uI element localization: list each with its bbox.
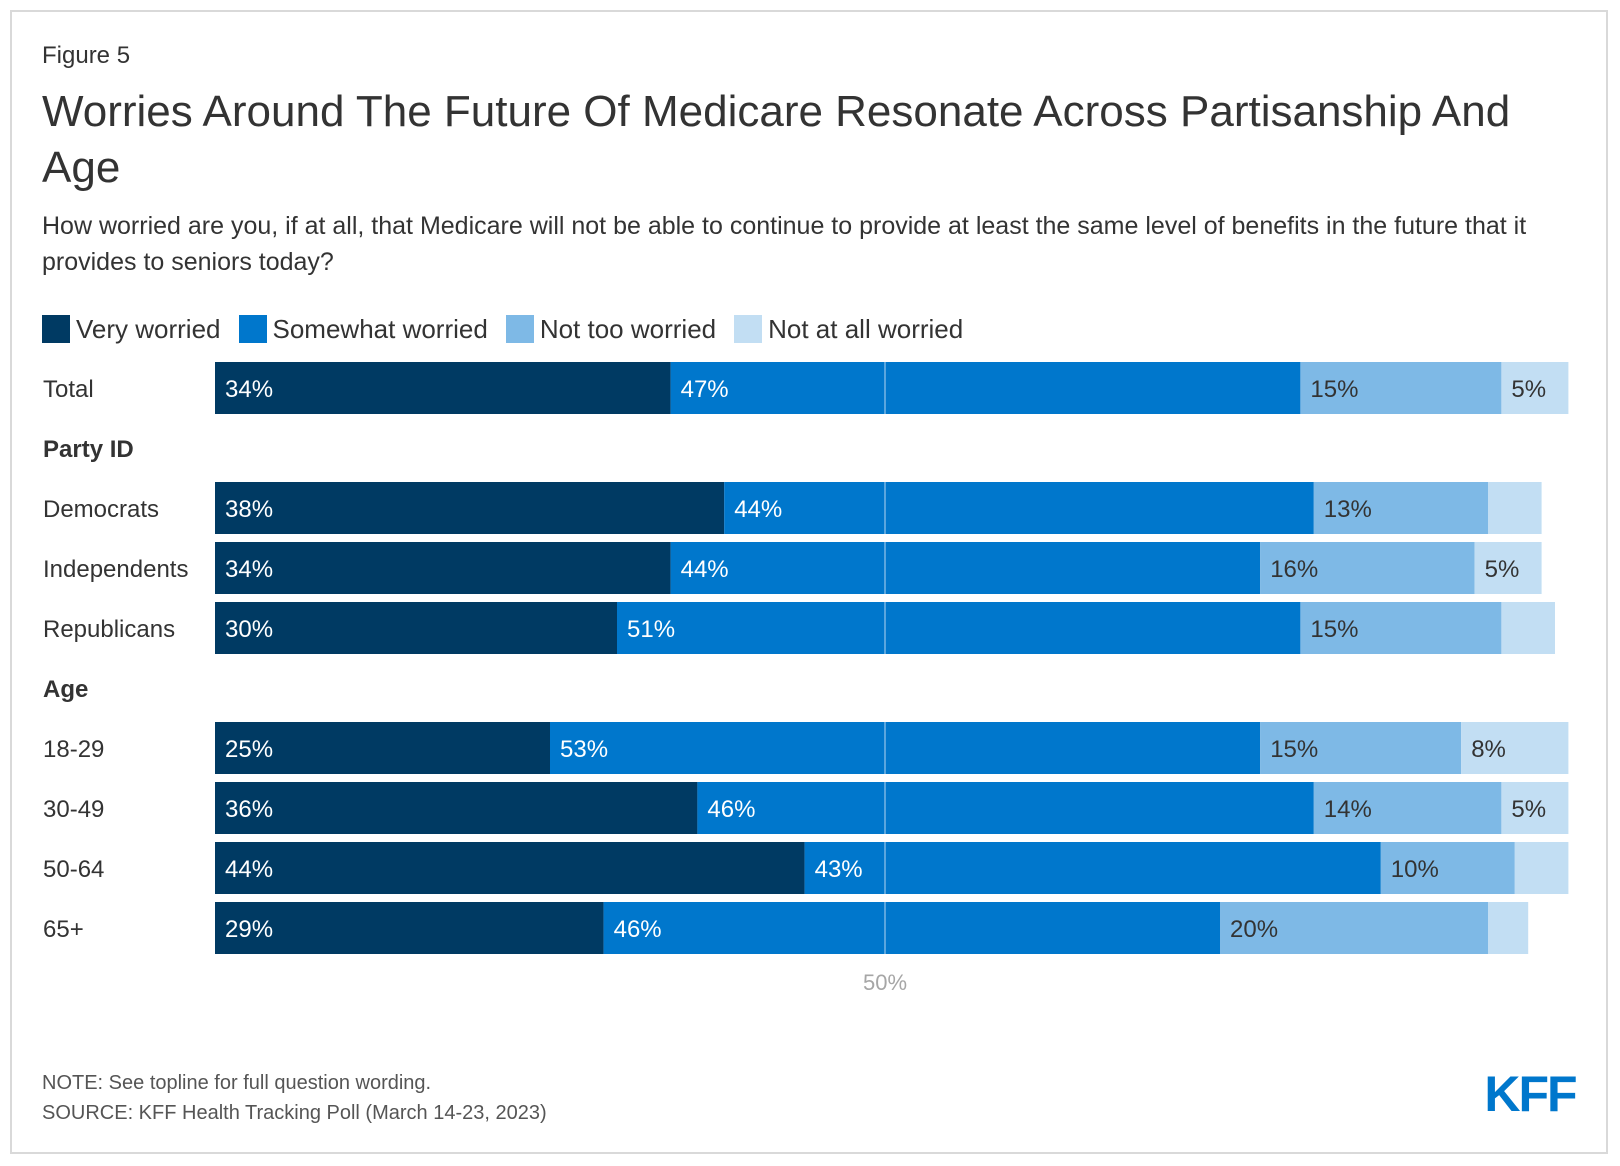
bar-segment[interactable] [1461,722,1569,774]
bar-segment[interactable] [1313,782,1502,834]
data-label: 51% [627,616,675,643]
data-label: 5% [1511,796,1546,823]
data-label: 44% [225,856,273,883]
bar-segment[interactable] [1474,542,1542,594]
data-label: 44% [734,496,782,523]
bar-segment[interactable] [215,542,671,594]
data-label: 38% [225,496,273,523]
kff-logo: KFF [1484,1068,1578,1116]
legend-label: Not at all worried [768,313,964,344]
data-label: 5% [1485,556,1520,583]
bar-segment[interactable] [1501,602,1555,654]
bar-segment[interactable] [215,782,698,834]
bar-segment[interactable] [215,902,604,954]
bar-segment[interactable] [215,842,805,894]
data-label: 15% [1310,616,1358,643]
data-label: 29% [225,916,273,943]
data-label: 13% [1324,496,1372,523]
data-label: 47% [681,376,729,403]
bar-segment[interactable] [804,842,1381,894]
bar-segment[interactable] [1514,842,1569,894]
category-label: Republicans [43,616,175,643]
legend-label: Not too worried [539,313,717,344]
data-label: 46% [707,796,755,823]
data-label: 44% [681,556,729,583]
bar-segment[interactable] [1313,482,1488,534]
legend-item-very-worried[interactable]: Very worried [42,314,221,345]
category-label: Total [43,376,94,403]
bar-segment[interactable] [215,482,725,534]
data-label: 16% [1270,556,1318,583]
data-label: 34% [225,376,273,403]
legend-swatch [42,315,70,343]
bar-segment[interactable] [724,482,1314,534]
legend-swatch [505,315,534,343]
group-header: Party ID [43,436,134,463]
category-label: 50-64 [43,856,104,883]
legend: Very worried Somewhat worried Not too wo… [42,314,981,344]
data-label: 53% [560,736,608,763]
bar-segment[interactable] [1501,362,1569,414]
bar-segment[interactable] [1380,842,1515,894]
data-label: 25% [225,736,273,763]
group-header: Age [43,676,88,703]
data-label: 5% [1511,376,1546,403]
data-label: 43% [815,856,863,883]
data-label: 46% [614,916,662,943]
legend-label: Somewhat worried [272,313,488,344]
bar-segment[interactable] [617,602,1301,654]
bar-segment[interactable] [215,722,550,774]
legend-swatch [734,315,763,343]
bar-segment[interactable] [1260,722,1462,774]
category-label: 30-49 [43,796,104,823]
data-label: 36% [225,796,273,823]
category-label: Democrats [43,496,159,523]
data-label: 30% [225,616,273,643]
bar-segment[interactable] [1488,482,1542,534]
data-label: 34% [225,556,273,583]
bar-segment[interactable] [670,542,1261,594]
reference-line-label: 50% [863,970,907,995]
bar-segment[interactable] [1300,362,1502,414]
category-label: 18-29 [43,736,104,763]
data-label: 15% [1270,736,1318,763]
chart-note: NOTE: See topline for full question word… [42,1072,432,1094]
legend-label: Very worried [76,313,221,344]
legend-item-not-at-all-worried[interactable]: Not at all worried [734,314,963,345]
bar-segment[interactable] [603,902,1220,954]
bar-segment[interactable] [1488,902,1529,954]
data-label: 20% [1230,916,1278,943]
bar-segment[interactable] [215,362,671,414]
category-label: Independents [43,556,188,583]
figure-label: Figure 5 [42,42,131,69]
chart-title: Worries Around The Future Of Medicare Re… [42,87,1511,192]
data-label: 10% [1391,856,1439,883]
legend-swatch [238,315,267,343]
stacked-bar-chart: Total 34% 47% 15% 5% Party ID Democrats 38% 44% 1… [43,362,1569,995]
chart-source: SOURCE: KFF Health Tracking Poll (March … [42,1102,547,1124]
bar-segment[interactable] [670,362,1301,414]
category-label: 65+ [43,916,84,943]
chart-subtitle: How worried are you, if at all, that Med… [42,212,1527,276]
bar-segment[interactable] [1260,542,1475,594]
legend-item-somewhat-worried[interactable]: Somewhat worried [238,313,488,345]
data-label: 8% [1471,736,1506,763]
data-label: 14% [1324,796,1372,823]
bar-segment[interactable] [215,602,617,654]
bar-segment[interactable] [1220,902,1488,954]
bar-segment[interactable] [697,782,1314,834]
bar-segment[interactable] [1300,602,1502,654]
kff-logo-text: KFF [1484,1068,1576,1116]
bar-segment[interactable] [1501,782,1569,834]
bar-segment[interactable] [550,722,1261,774]
data-label: 15% [1310,376,1358,403]
legend-item-not-too-worried[interactable]: Not too worried [505,313,717,345]
